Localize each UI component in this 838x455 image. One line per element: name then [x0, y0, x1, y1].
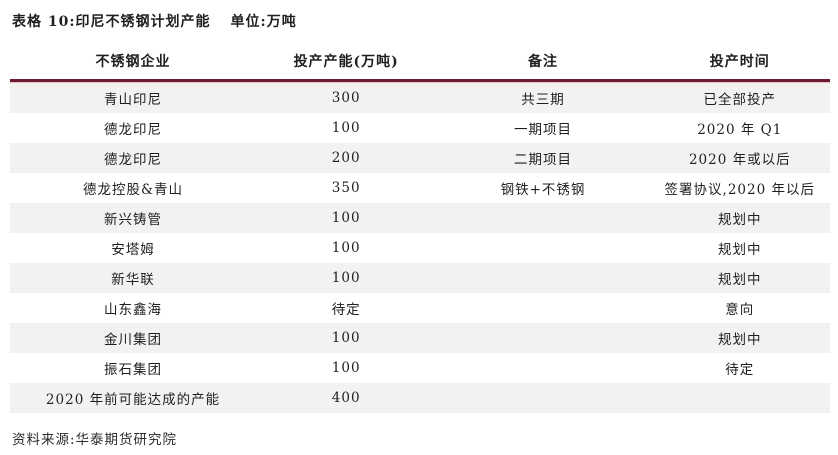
table-caption: 表格 10:印尼不锈钢计划产能 单位:万吨 [10, 8, 830, 43]
table-row: 山东鑫海 待定 意向 [10, 293, 830, 323]
table-row: 新华联 100 规划中 [10, 263, 830, 293]
cell-capacity: 100 [331, 240, 361, 256]
cell-time: 签署协议,2020 年以后 [664, 182, 815, 198]
cell-company: 2020 年前可能达成的产能 [45, 392, 221, 408]
table-header-row: 不锈钢企业 投产产能(万吨) 备注 投产时间 [10, 43, 830, 79]
cell-capacity: 100 [331, 360, 361, 376]
cell-company: 振石集团 [104, 362, 162, 378]
table-row: 德龙印尼 200 二期项目 2020 年或以后 [10, 143, 830, 173]
table-title: 表格 10:印尼不锈钢计划产能 [12, 14, 211, 30]
cell-capacity: 400 [331, 390, 361, 406]
cell-remark: 钢铁+不锈钢 [500, 182, 586, 198]
cell-remark: 二期项目 [513, 152, 572, 168]
column-header-company: 不锈钢企业 [95, 54, 171, 70]
table-row: 振石集团 100 待定 [10, 353, 830, 383]
header-rule [10, 79, 830, 83]
cell-time: 待定 [725, 362, 755, 378]
table-row: 德龙控股&青山 350 钢铁+不锈钢 签署协议,2020 年以后 [10, 173, 830, 203]
cell-company: 德龙印尼 [104, 122, 162, 138]
cell-capacity: 100 [331, 210, 361, 226]
table-body: 青山印尼 300 共三期 已全部投产 德龙印尼 100 一期项目 2020 年 … [10, 83, 830, 413]
cell-company: 德龙印尼 [104, 152, 162, 168]
table-row: 新兴铸管 100 规划中 [10, 203, 830, 233]
cell-time: 规划中 [718, 272, 762, 288]
cell-time: 意向 [725, 302, 755, 318]
table-row: 安塔姆 100 规划中 [10, 233, 830, 263]
cell-company: 金川集团 [104, 332, 162, 348]
cell-company: 青山印尼 [104, 92, 162, 108]
cell-company: 新华联 [111, 272, 155, 288]
cell-time: 规划中 [718, 212, 762, 228]
cell-company: 山东鑫海 [104, 302, 162, 318]
cell-capacity: 100 [331, 120, 361, 136]
capacity-table: 不锈钢企业 投产产能(万吨) 备注 投产时间 青山印尼 300 共三期 已全部投… [10, 43, 830, 413]
column-header-capacity: 投产产能(万吨) [293, 54, 399, 70]
cell-time: 已全部投产 [703, 92, 777, 108]
table-row: 2020 年前可能达成的产能 400 [10, 383, 830, 413]
cell-capacity: 待定 [331, 302, 361, 318]
source-note: 资料来源:华泰期货研究院 [12, 432, 178, 448]
cell-capacity: 100 [331, 270, 361, 286]
table-row: 德龙印尼 100 一期项目 2020 年 Q1 [10, 113, 830, 143]
cell-remark: 共三期 [521, 92, 565, 108]
cell-company: 新兴铸管 [104, 212, 162, 228]
cell-capacity: 350 [331, 180, 361, 196]
cell-time: 2020 年 Q1 [697, 122, 783, 138]
table-unit-label: 单位:万吨 [230, 14, 297, 30]
cell-capacity: 100 [331, 330, 361, 346]
cell-capacity: 200 [331, 150, 361, 166]
column-header-remark: 备注 [527, 54, 558, 70]
column-header-time: 投产时间 [709, 54, 770, 70]
cell-capacity: 300 [331, 90, 361, 106]
cell-time: 规划中 [718, 332, 762, 348]
cell-remark: 一期项目 [513, 122, 572, 138]
cell-time: 规划中 [718, 242, 762, 258]
table-row: 金川集团 100 规划中 [10, 323, 830, 353]
cell-company: 安塔姆 [111, 242, 155, 258]
table-row: 青山印尼 300 共三期 已全部投产 [10, 83, 830, 113]
cell-time: 2020 年或以后 [688, 152, 791, 168]
cell-company: 德龙控股&青山 [82, 182, 184, 198]
